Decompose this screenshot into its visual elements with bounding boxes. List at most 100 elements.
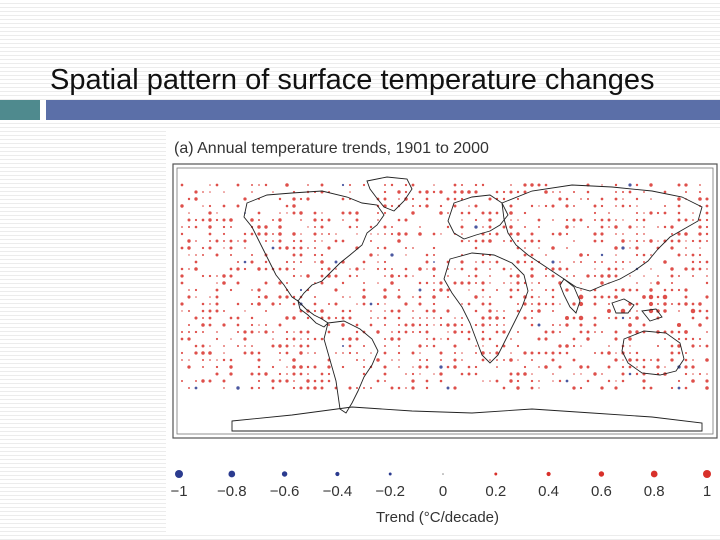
trend-dot bbox=[580, 289, 582, 291]
trend-dot bbox=[622, 359, 624, 361]
trend-dot bbox=[538, 247, 540, 249]
trend-dots bbox=[180, 183, 709, 390]
trend-dot bbox=[572, 316, 576, 320]
legend-dots bbox=[175, 470, 711, 478]
trend-dot bbox=[551, 267, 555, 271]
trend-dot bbox=[356, 233, 358, 235]
trend-dot bbox=[635, 211, 639, 215]
trend-dot bbox=[251, 345, 253, 347]
trend-dot bbox=[544, 267, 548, 271]
trend-dot bbox=[509, 288, 513, 292]
trend-dot bbox=[251, 184, 253, 186]
trend-dot bbox=[461, 219, 463, 221]
trend-dot bbox=[705, 204, 709, 208]
trend-dot bbox=[271, 218, 275, 222]
trend-dot bbox=[209, 296, 211, 298]
trend-dot bbox=[222, 323, 226, 327]
trend-dot bbox=[628, 372, 632, 376]
trend-dot bbox=[187, 309, 191, 313]
trend-dot bbox=[635, 288, 639, 292]
trend-dot bbox=[426, 268, 428, 270]
trend-dot bbox=[600, 274, 604, 278]
trend-dot bbox=[348, 225, 352, 229]
trend-dot bbox=[299, 211, 303, 215]
trend-dot bbox=[691, 267, 695, 271]
trend-dot bbox=[265, 310, 267, 312]
trend-dot bbox=[635, 358, 639, 362]
trend-dot bbox=[383, 323, 387, 327]
trend-dot bbox=[551, 260, 555, 264]
trend-dot bbox=[180, 281, 184, 285]
trend-dot bbox=[649, 239, 653, 243]
trend-dot bbox=[264, 372, 268, 376]
trend-dot bbox=[398, 359, 400, 361]
trend-dot bbox=[691, 239, 695, 243]
trend-dot bbox=[580, 198, 582, 200]
trend-dot bbox=[649, 211, 653, 215]
trend-dot bbox=[271, 344, 275, 348]
trend-dot bbox=[411, 183, 415, 187]
trend-dot bbox=[474, 323, 478, 327]
trend-dot bbox=[558, 344, 562, 348]
trend-dot bbox=[705, 316, 709, 320]
trend-dot bbox=[698, 197, 702, 201]
trend-dot bbox=[446, 337, 450, 341]
trend-dot bbox=[201, 302, 205, 306]
trend-dot bbox=[390, 232, 394, 236]
trend-dot bbox=[657, 240, 659, 242]
trend-dot bbox=[279, 359, 281, 361]
trend-dot bbox=[516, 239, 520, 243]
trend-dot bbox=[643, 240, 645, 242]
trend-dot bbox=[545, 254, 547, 256]
trend-dot bbox=[565, 351, 569, 355]
trend-dot bbox=[202, 317, 204, 319]
trend-dot bbox=[573, 226, 575, 228]
trend-dot bbox=[258, 219, 260, 221]
trend-dot bbox=[692, 373, 694, 375]
trend-dot bbox=[544, 337, 548, 341]
trend-dot bbox=[516, 232, 520, 236]
trend-dot bbox=[236, 302, 240, 306]
trend-dot bbox=[201, 358, 205, 362]
trend-dot bbox=[580, 373, 582, 375]
trend-dot bbox=[698, 372, 702, 376]
trend-dot bbox=[692, 219, 694, 221]
trend-dot bbox=[698, 253, 702, 257]
trend-dot bbox=[650, 198, 652, 200]
trend-dot bbox=[558, 351, 562, 355]
trend-dot bbox=[348, 344, 352, 348]
trend-dot bbox=[314, 352, 316, 354]
trend-dot bbox=[516, 372, 520, 376]
trend-dot bbox=[187, 337, 191, 341]
trend-dot bbox=[356, 352, 358, 354]
trend-dot bbox=[607, 274, 611, 278]
trend-dot bbox=[706, 240, 708, 242]
trend-dot bbox=[678, 275, 680, 277]
trend-dot bbox=[495, 288, 499, 292]
trend-dot bbox=[615, 380, 617, 382]
trend-dot bbox=[670, 330, 674, 334]
trend-dot bbox=[425, 309, 429, 313]
trend-dot bbox=[593, 316, 597, 320]
trend-dot bbox=[565, 288, 569, 292]
trend-dot bbox=[328, 324, 330, 326]
trend-dot bbox=[187, 330, 191, 334]
trend-dot bbox=[425, 365, 429, 369]
trend-dot bbox=[559, 324, 561, 326]
trend-dot bbox=[538, 205, 540, 207]
trend-dot bbox=[313, 302, 317, 306]
trend-dot bbox=[272, 233, 274, 235]
trend-dot bbox=[384, 275, 386, 277]
trend-dot bbox=[313, 337, 317, 341]
trend-dot bbox=[264, 260, 268, 264]
trend-dot bbox=[671, 303, 673, 305]
trend-dot bbox=[677, 379, 681, 383]
trend-dot bbox=[684, 295, 688, 299]
trend-dot bbox=[195, 296, 197, 298]
trend-dot bbox=[223, 387, 225, 389]
trend-dot bbox=[474, 218, 478, 222]
trend-dot bbox=[202, 331, 204, 333]
trend-dot bbox=[404, 330, 408, 334]
trend-dot bbox=[621, 246, 625, 250]
trend-dot bbox=[622, 219, 624, 221]
